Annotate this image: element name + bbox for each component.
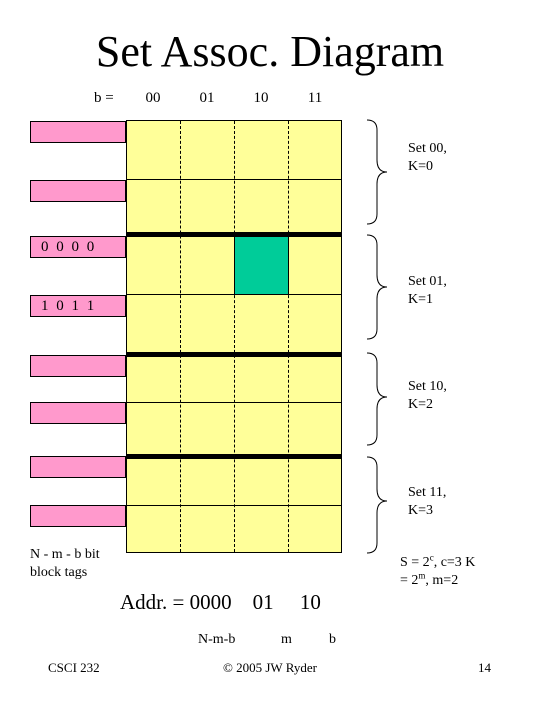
block-tag (30, 402, 126, 424)
footer-page-number: 14 (478, 660, 491, 675)
column-label-10: 10 (253, 90, 269, 106)
set-label-11: Set 11, K=3 (408, 484, 446, 520)
offset-label: b = (94, 90, 114, 106)
formula-part: , m=2 (425, 573, 459, 588)
set-label-line: K=1 (408, 292, 434, 307)
set-boundary-line (126, 454, 342, 459)
block-tag (30, 121, 126, 143)
set-label-line: Set 00, (408, 141, 447, 156)
set-braces (366, 119, 388, 554)
set-label-line: Set 10, (408, 379, 447, 394)
set-label-line: K=0 (408, 159, 434, 174)
row-divider (127, 505, 341, 506)
formula-part: , c=3 K (433, 555, 476, 570)
block-tag: 1 0 1 1 (30, 295, 126, 317)
address-field-nmb: N-m-b (198, 632, 236, 647)
column-divider (234, 121, 235, 552)
set-label-line: Set 01, (408, 274, 447, 289)
row-divider (127, 179, 341, 180)
set-boundary-line (126, 352, 342, 357)
brace-set-00 (366, 119, 388, 225)
address-field-m: m (281, 632, 292, 647)
set-boundary-line (126, 232, 342, 237)
address-breakdown: Addr. = 0000 01 10 (120, 590, 321, 614)
row-divider (127, 402, 341, 403)
tag-note: N - m - b bit block tags (30, 546, 100, 582)
block-tag (30, 180, 126, 202)
cache-grid (126, 120, 342, 553)
block-tag: 0 0 0 0 (30, 236, 126, 258)
formula-part: S = 2 (400, 555, 430, 570)
formula-exponent: m (418, 570, 426, 581)
page-title: Set Assoc. Diagram (95, 27, 445, 76)
brace-set-01 (366, 234, 388, 340)
brace-set-11 (366, 456, 388, 554)
column-divider (288, 121, 289, 552)
set-label-line: K=2 (408, 397, 434, 412)
column-label-01: 01 (199, 90, 215, 106)
set-label-01: Set 01, K=1 (408, 273, 447, 309)
footer-course: CSCI 232 (48, 660, 100, 675)
formula: S = 2c, c=3 K = 2m, m=2 (400, 552, 476, 590)
column-label-00: 00 (145, 90, 161, 106)
block-tag (30, 456, 126, 478)
footer-copyright: © 2005 JW Ryder (223, 660, 317, 675)
brace-set-10 (366, 352, 388, 446)
tag-note-line: block tags (30, 565, 88, 580)
set-label-00: Set 00, K=0 (408, 140, 447, 176)
formula-part: = 2 (400, 573, 419, 588)
column-divider (180, 121, 181, 552)
address-field-b: b (329, 632, 336, 647)
block-tag (30, 505, 126, 527)
block-tag (30, 355, 126, 377)
set-label-line: K=3 (408, 503, 434, 518)
formula-exponent: c (429, 552, 434, 563)
set-label-10: Set 10, K=2 (408, 378, 447, 414)
tag-note-line: N - m - b bit (30, 547, 100, 562)
highlighted-cell (234, 236, 289, 295)
column-label-11: 11 (307, 90, 323, 106)
set-label-line: Set 11, (408, 485, 447, 500)
